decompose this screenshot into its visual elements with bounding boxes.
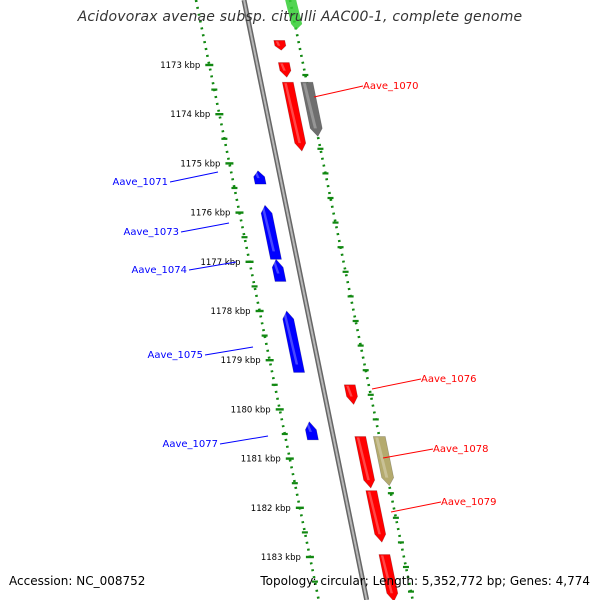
- gene-label-aave-1079[interactable]: Aave_1079: [390, 497, 497, 513]
- kbp-tick-label: 1176 kbp: [190, 209, 230, 219]
- green-feature[interactable]: [284, 0, 303, 30]
- label-leader-line: [219, 435, 269, 445]
- ruler-layer: 1173 kbp 1174 kbp 1175 kbp 1176 kbp 1177 kbp…: [160, 0, 414, 600]
- forward-gene-arrow-highlight: [284, 83, 301, 144]
- backbone-layer: [241, 0, 370, 600]
- label-leader-line: [188, 261, 237, 271]
- reverse-gene-arrow[interactable]: [253, 170, 267, 185]
- map-title: Acidovorax avenae subsp. citrulli AAC00-…: [77, 9, 523, 25]
- reverse-gene-arrow-body: [271, 258, 287, 282]
- reverse-gene-arrow-highlight: [254, 171, 260, 179]
- kbp-tick-label: 1175 kbp: [180, 159, 220, 169]
- reverse-gene-arrow-highlight: [283, 312, 299, 365]
- gene-label-text: Aave_1076: [421, 374, 477, 385]
- kbp-tick-label: 1174 kbp: [170, 110, 210, 120]
- forward-gene-arrow-highlight: [356, 437, 370, 481]
- kbp-tick-label: 1173 kbp: [160, 61, 200, 71]
- rna-feature-body: [300, 81, 323, 137]
- misc-feature[interactable]: [372, 436, 394, 487]
- label-leader-line: [204, 346, 254, 356]
- forward-gene-arrow-highlight: [367, 491, 381, 535]
- gene-label-aave-1071[interactable]: Aave_1071: [113, 171, 219, 188]
- gene-label-aave-1075[interactable]: Aave_1075: [148, 346, 254, 361]
- forward-gene-arrow[interactable]: [273, 40, 287, 51]
- label-leader-line: [382, 448, 434, 459]
- accession-text: Accession: NC_008752: [9, 574, 146, 588]
- gene-label-text: Aave_1070: [363, 81, 419, 92]
- forward-gene-arrow-body: [281, 81, 307, 152]
- reverse-gene-arrow[interactable]: [260, 204, 282, 260]
- reverse-gene-arrow[interactable]: [282, 310, 306, 373]
- reverse-gene-arrow-highlight: [305, 422, 312, 432]
- gene-label-text: Aave_1078: [433, 444, 489, 455]
- label-leader-line: [371, 378, 422, 390]
- reverse-gene-arrow-highlight: [272, 260, 280, 274]
- gene-label-text: Aave_1079: [441, 497, 497, 508]
- forward-gene-arrow-body: [365, 490, 387, 543]
- label-leader-line: [169, 171, 219, 183]
- genome-backbone: [243, 0, 368, 600]
- label-leader-line: [313, 85, 364, 98]
- forward-gene-arrow-highlight: [275, 41, 281, 46]
- forward-gene-arrow-highlight: [346, 385, 353, 397]
- kbp-tick-label: 1180 kbp: [231, 405, 271, 415]
- gene-label-text: Aave_1075: [148, 350, 204, 361]
- gene-label-text: Aave_1074: [132, 265, 188, 276]
- label-leader-line: [390, 501, 442, 513]
- kbp-tick-label: 1177 kbp: [200, 258, 240, 268]
- kbp-tick-label: 1179 kbp: [221, 356, 261, 366]
- gene-label-aave-1078[interactable]: Aave_1078: [382, 444, 489, 459]
- gene-label-aave-1074[interactable]: Aave_1074: [132, 261, 237, 276]
- reverse-gene-arrow-body: [305, 421, 319, 441]
- misc-feature-body: [372, 436, 394, 487]
- kbp-tick-label: 1182 kbp: [251, 504, 291, 514]
- reverse-gene-arrow-body: [282, 310, 306, 373]
- forward-gene-arrow-body: [343, 384, 358, 406]
- gene-layer: [253, 0, 399, 600]
- forward-gene-arrow-highlight: [280, 63, 286, 71]
- forward-gene-arrow[interactable]: [281, 81, 307, 152]
- gene-label-text: Aave_1071: [113, 177, 169, 188]
- forward-gene-arrow[interactable]: [365, 490, 387, 543]
- forward-gene-arrow[interactable]: [354, 436, 375, 489]
- gene-label-aave-1073[interactable]: Aave_1073: [124, 222, 230, 238]
- reverse-gene-arrow-highlight: [261, 206, 276, 252]
- forward-gene-arrow[interactable]: [277, 62, 292, 78]
- forward-gene-arrow-body: [277, 62, 292, 78]
- gene-label-text: Aave_1073: [124, 227, 180, 238]
- kbp-tick-label: 1181 kbp: [241, 455, 281, 465]
- forward-gene-arrow[interactable]: [343, 384, 358, 406]
- rna-feature[interactable]: [300, 81, 323, 137]
- forward-gene-arrow-highlight: [380, 555, 393, 594]
- forward-gene-arrow-body: [354, 436, 375, 489]
- kbp-tick-label: 1183 kbp: [261, 553, 301, 563]
- reverse-gene-arrow[interactable]: [271, 258, 287, 282]
- label-leader-line: [180, 222, 230, 233]
- reverse-gene-arrow[interactable]: [305, 421, 319, 441]
- forward-gene-arrow-body: [273, 40, 287, 51]
- gene-label-aave-1076[interactable]: Aave_1076: [371, 374, 477, 390]
- gene-label-aave-1070[interactable]: Aave_1070: [313, 81, 419, 98]
- label-layer: Aave_1070 Aave_1071 Aave_1073 Aave_1074 Aave…: [113, 81, 497, 513]
- genome-summary-text: Topology: circular; Length: 5,352,772 bp…: [260, 574, 590, 588]
- kbp-tick-label: 1178 kbp: [211, 307, 251, 317]
- gene-label-aave-1077[interactable]: Aave_1077: [163, 435, 269, 450]
- gene-label-text: Aave_1077: [163, 439, 219, 450]
- forward-gene-arrow[interactable]: [378, 554, 399, 600]
- misc-feature-highlight: [375, 437, 389, 478]
- rna-feature-highlight: [302, 83, 317, 129]
- forward-gene-arrow-body: [378, 554, 399, 600]
- reverse-gene-arrow-body: [253, 170, 267, 185]
